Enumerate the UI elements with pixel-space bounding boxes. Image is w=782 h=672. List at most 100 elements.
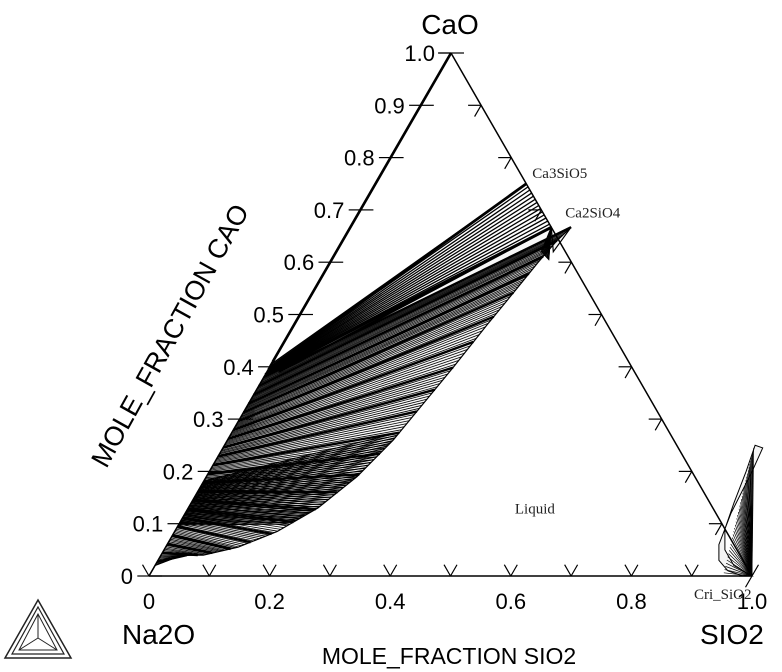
tie-line (223, 386, 438, 447)
tie-line (218, 407, 420, 456)
tie-line (244, 286, 519, 411)
tie-line (241, 299, 508, 416)
tie-line (225, 379, 443, 445)
tie-line (267, 201, 538, 371)
tie-line (194, 472, 361, 499)
tie-line (199, 448, 385, 489)
tie-line-regions (153, 52, 764, 577)
tie-line (257, 244, 554, 389)
tick (564, 564, 572, 577)
tie-line (176, 528, 245, 545)
tie-line (178, 523, 257, 541)
vertex-label-top: CaO (421, 9, 479, 40)
x-tick-label: 0.4 (375, 589, 406, 614)
tie-line (233, 337, 477, 430)
tie-line (173, 532, 237, 549)
tick (691, 564, 699, 577)
tie-line (237, 319, 492, 423)
tie-line (256, 247, 552, 391)
tie-line (154, 554, 183, 566)
tie-line (266, 214, 545, 373)
tie-line (167, 543, 213, 555)
tie-line (241, 302, 506, 417)
tie-line (165, 546, 208, 555)
y-axis-label: MOLE_FRACTION CAO (85, 199, 255, 472)
tie-line (217, 414, 415, 458)
tie-line (245, 283, 521, 409)
tie-line (179, 521, 294, 525)
tick (389, 564, 398, 577)
tie-line (728, 550, 753, 577)
tie-line (174, 531, 239, 548)
x-tick-label: 0.2 (254, 589, 285, 614)
tie-line (197, 456, 377, 492)
tick (443, 564, 452, 577)
tick (269, 564, 277, 577)
tie-line (246, 281, 523, 408)
y-tick-label: 0 (121, 564, 133, 589)
tie-line (180, 518, 300, 523)
tie-line (192, 477, 356, 501)
tie-line (242, 295, 511, 415)
y-tick-label: 0.9 (374, 93, 405, 118)
tie-line (239, 309, 500, 420)
tick (262, 564, 271, 577)
tie-line (270, 183, 527, 365)
tie-line (215, 423, 407, 462)
tick (383, 564, 391, 577)
tie-line (258, 239, 558, 388)
x-tick-label: 0.6 (496, 589, 527, 614)
tie-line (184, 507, 318, 516)
tick (534, 209, 542, 222)
y-tick-label: 0.3 (193, 407, 224, 432)
tie-line (182, 513, 309, 519)
tie-line (232, 340, 474, 432)
tick (654, 418, 663, 431)
tie-line (220, 401, 425, 453)
tie-line (224, 383, 441, 446)
tie-line (236, 322, 489, 425)
tie-line (200, 445, 388, 488)
tie-line (192, 480, 353, 502)
tick (329, 564, 337, 577)
tie-line (190, 487, 344, 506)
tick (504, 157, 512, 170)
tie-line (201, 442, 391, 486)
tie-line (203, 434, 398, 483)
tie-line (188, 493, 335, 509)
tick (443, 52, 452, 65)
tick (141, 564, 150, 577)
tie-line (199, 450, 383, 490)
tie-line (170, 538, 223, 552)
tick (684, 471, 693, 483)
tick (684, 564, 693, 577)
tie-line (196, 464, 369, 495)
y-tick-label: 0.7 (314, 198, 345, 223)
tie-line (196, 461, 372, 494)
tie-line (226, 373, 448, 442)
tie-line (193, 475, 358, 500)
tie-line (232, 345, 471, 432)
tie-line (173, 533, 234, 549)
tie-line (171, 536, 229, 550)
tie-line (222, 392, 433, 450)
tie-line (240, 306, 503, 418)
x-axis-label: MOLE_FRACTION SIO2 (322, 643, 576, 669)
x-tick-label: 1.0 (737, 589, 768, 614)
tie-line (236, 326, 486, 426)
tie-line (197, 459, 375, 493)
vertex-label-left: Na2O (122, 619, 195, 650)
phase-label: Cri_SiO2 (694, 587, 752, 603)
tie-line (181, 514, 306, 520)
tie-line (254, 251, 548, 393)
tick (322, 564, 331, 577)
tie-line (166, 545, 210, 554)
tie-line (187, 496, 332, 510)
tick (624, 564, 632, 577)
tie-line (234, 334, 480, 428)
x-tick-label: 0 (143, 589, 155, 614)
tie-line (172, 534, 231, 551)
tie-line (184, 505, 321, 515)
tie-line (207, 452, 380, 476)
tie-line (725, 566, 753, 577)
